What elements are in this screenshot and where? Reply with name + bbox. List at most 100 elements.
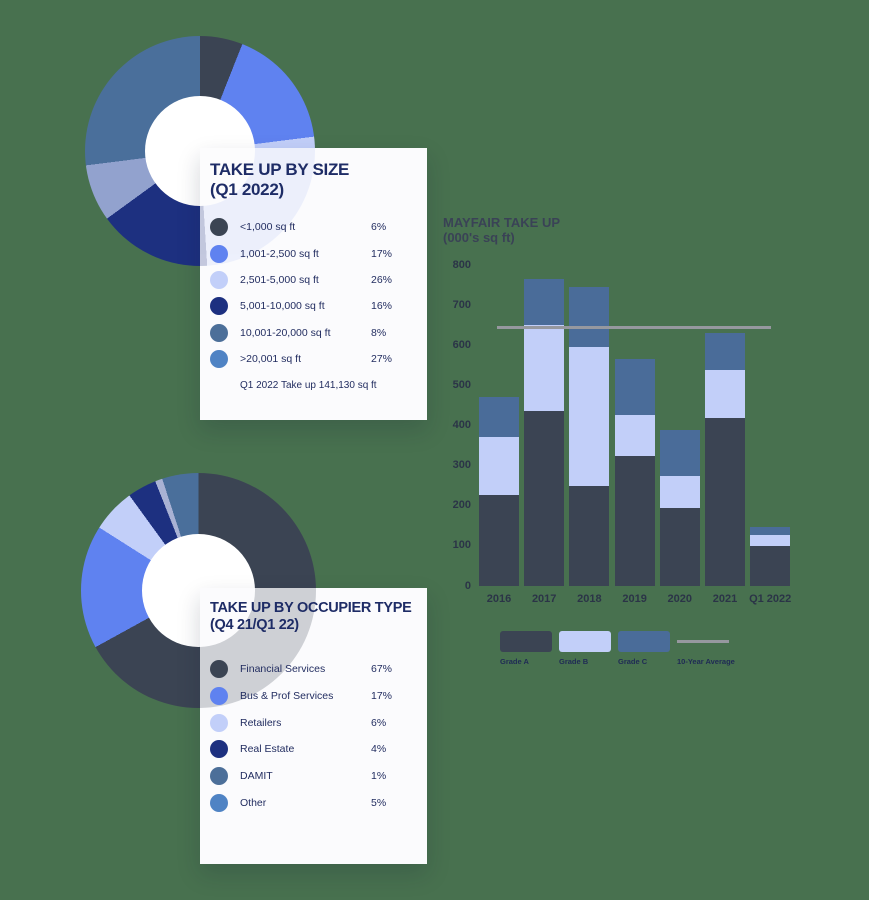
legend-label: <1,000 sq ft <box>240 221 296 234</box>
take-up-by-size-card: TAKE UP BY SIZE (Q1 2022) <1,000 sq ft 6%… <box>200 148 427 420</box>
take-up-total-note: Q1 2022 Take up 141,130 sq ft <box>240 380 377 392</box>
x-axis-label: 2018 <box>577 593 602 605</box>
legend-color-dot <box>210 270 228 289</box>
legend-percent: 27% <box>371 353 393 366</box>
legend-color-swatch <box>618 631 670 652</box>
y-axis-tick-label: 100 <box>452 539 471 552</box>
legend-label: 10,001-20,000 sq ft <box>240 326 331 339</box>
y-axis-tick-label: 0 <box>464 579 471 592</box>
bar-segment-grade-a <box>705 418 745 586</box>
legend-row: <1,000 sq ft 6% <box>210 214 413 240</box>
legend-item-label: 10-Year Average <box>677 657 735 666</box>
take-up-by-occupier-card: TAKE UP BY OCCUPIER TYPE (Q4 21/Q1 22) Fi… <box>200 588 427 864</box>
x-axis-label: 2016 <box>486 593 512 605</box>
legend-label: 5,001-10,000 sq ft <box>240 300 325 313</box>
legend-color-dot <box>210 687 228 706</box>
bar-chart-title-line1: MAYFAIR TAKE UP <box>443 215 561 230</box>
legend-row: DAMIT 1% <box>210 763 413 790</box>
legend-item-label: Grade B <box>559 657 589 666</box>
bar-q1-2022 <box>750 526 791 586</box>
legend-label: Retailers <box>240 716 282 729</box>
legend-color-dot <box>210 740 228 759</box>
bar-segment-grade-a <box>479 494 519 586</box>
bar-segment-grade-a <box>659 507 700 586</box>
legend-row: Real Estate 4% <box>210 736 413 763</box>
card-title-line1: TAKE UP BY OCCUPIER TYPE <box>210 600 412 616</box>
legend-label: DAMIT <box>240 770 273 783</box>
legend-line-swatch-box <box>677 631 729 652</box>
bar-segment-grade-b <box>705 370 745 419</box>
bar-2016 <box>479 396 519 586</box>
legend-percent: 26% <box>371 273 393 286</box>
legend-percent: 5% <box>371 796 387 809</box>
legend-percent: 6% <box>371 221 387 234</box>
bar-segment-grade-b <box>479 436 519 495</box>
legend-label: 2,501-5,000 sq ft <box>240 273 319 286</box>
y-axis-tick-label: 200 <box>452 499 471 512</box>
bar-chart-title: MAYFAIR TAKE UP (000's sq ft) <box>443 215 560 245</box>
legend-percent: 67% <box>371 663 393 676</box>
legend-color-dot <box>210 350 228 369</box>
legend-percent: 17% <box>371 247 393 260</box>
legend-color-dot <box>210 244 228 263</box>
legend-color-dot <box>210 767 228 786</box>
legend-item-grade-b: Grade B <box>559 631 611 666</box>
bar-segment-grade-c <box>750 526 791 535</box>
take-up-by-occupier-card-content: TAKE UP BY OCCUPIER TYPE (Q4 21/Q1 22) Fi… <box>200 588 427 816</box>
bar-2017 <box>524 279 565 586</box>
y-axis-tick-label: 600 <box>452 338 471 351</box>
legend-label: Bus & Prof Services <box>240 690 334 703</box>
x-axis-label: 2017 <box>531 593 557 605</box>
legend-row: 2,501-5,000 sq ft 26% <box>210 267 413 293</box>
legend-percent: 8% <box>371 326 387 339</box>
y-axis-tick-label: 700 <box>452 298 471 311</box>
y-axis-tick-label: 500 <box>452 378 471 391</box>
bar-segment-grade-c <box>524 279 565 326</box>
bar-chart-plot-area: 0 100 200 300 400 500 600 700 800 2016 2017 2018 201… <box>440 259 800 606</box>
legend-row: >20,001 sq ft 27% <box>210 346 413 372</box>
legend-color-dot <box>210 713 228 732</box>
occupier-legend: Financial Services 67% Bus & Prof Servic… <box>210 656 413 816</box>
legend-color-swatch <box>559 631 611 652</box>
x-axis-label: Q1 2022 <box>749 593 792 605</box>
y-axis-tick-label: 800 <box>452 258 471 271</box>
mayfair-take-up-bar-chart: MAYFAIR TAKE UP (000's sq ft) 0 100 200 300 4… <box>440 208 840 688</box>
legend-row: 1,001-2,500 sq ft 17% <box>210 240 413 266</box>
x-axis-label: 2021 <box>712 593 738 605</box>
legend-color-dot <box>210 218 228 237</box>
legend-color-dot <box>210 793 228 812</box>
legend-row: Other 5% <box>210 789 413 816</box>
legend-color-swatch <box>500 631 552 652</box>
bar-segment-grade-b <box>524 325 565 412</box>
legend-label: >20,001 sq ft <box>240 353 302 366</box>
bar-segment-grade-b <box>569 347 610 486</box>
take-up-by-size-card-content: TAKE UP BY SIZE (Q1 2022) <1,000 sq ft 6%… <box>200 148 427 391</box>
legend-color-dot <box>210 297 228 316</box>
legend-label: Other <box>240 796 267 809</box>
legend-row: Financial Services 67% <box>210 656 413 683</box>
legend-item-grade-a: Grade A <box>500 631 552 666</box>
card-title: TAKE UP BY OCCUPIER TYPE (Q4 21/Q1 22) <box>210 600 413 634</box>
y-axis-tick-label: 400 <box>452 419 471 431</box>
bar-segment-grade-c <box>659 429 700 476</box>
legend-label: 1,001-2,500 sq ft <box>240 247 319 260</box>
bar-segment-grade-c <box>479 396 519 437</box>
bar-segment-grade-a <box>750 545 791 586</box>
bar-2018 <box>569 287 610 586</box>
x-axis-label: 2019 <box>622 593 647 605</box>
bar-segment-grade-c <box>569 287 610 348</box>
bar-segment-grade-b <box>659 475 700 508</box>
card-title-line1: TAKE UP BY SIZE <box>210 160 350 179</box>
bar-chart-legend: Grade A Grade B Grade C 10-Year Average <box>500 631 736 666</box>
bar-segment-grade-a <box>569 485 610 586</box>
card-title-line2: (Q1 2022) <box>210 180 284 199</box>
legend-item-grade-c: Grade C <box>618 631 670 666</box>
legend-row: 10,001-20,000 sq ft 8% <box>210 320 413 346</box>
legend-row: 5,001-10,000 sq ft 16% <box>210 293 413 319</box>
legend-percent: 6% <box>371 716 387 729</box>
legend-percent: 4% <box>371 743 387 756</box>
card-title-line2: (Q4 21/Q1 22) <box>210 617 299 633</box>
legend-color-dot <box>210 323 228 342</box>
legend-percent: 1% <box>371 770 387 783</box>
